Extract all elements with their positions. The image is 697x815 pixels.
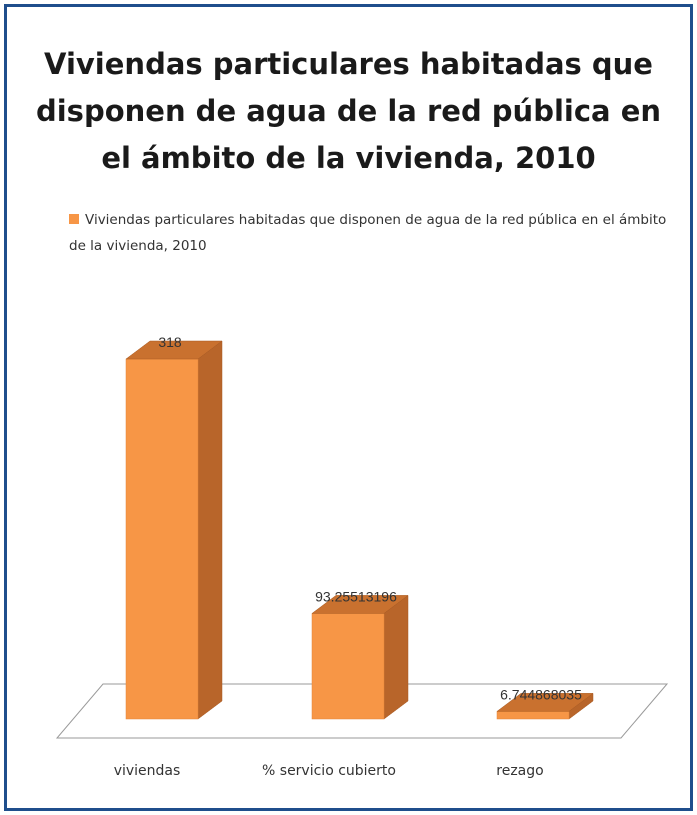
bar-top — [125, 340, 223, 360]
data-label: 93.25513196 — [315, 588, 397, 604]
bar-chart: 318 viviendas 93.25513196 % servicio cubier… — [55, 334, 669, 779]
bar-side — [197, 340, 223, 720]
category-label: % servicio cubierto — [262, 763, 396, 779]
bar — [125, 358, 199, 720]
chart-title-line: disponen de agua de la red pública en — [35, 94, 662, 128]
chart-title-line: Viviendas particulares habitadas que — [44, 47, 653, 81]
bar — [311, 613, 385, 720]
bar-top — [311, 595, 409, 614]
data-label: 318 — [158, 334, 182, 350]
bar-side — [383, 594, 409, 720]
legend-swatch — [69, 214, 79, 224]
legend-label: Viviendas particulares habitadas que dis… — [69, 212, 667, 254]
bar-top — [496, 693, 594, 712]
category-label: rezago — [496, 763, 543, 779]
chart-title-line: el ámbito de la vivienda, 2010 — [101, 141, 596, 175]
chart-frame: Viviendas particulares habitadas que disp… — [4, 4, 693, 811]
chart-legend: Viviendas particulares habitadas que dis… — [69, 207, 669, 259]
chart-title: Viviendas particulares habitadas que disp… — [7, 41, 690, 182]
data-label: 6.744868035 — [500, 686, 582, 702]
category-label: viviendas — [114, 763, 181, 779]
bar — [496, 711, 570, 720]
